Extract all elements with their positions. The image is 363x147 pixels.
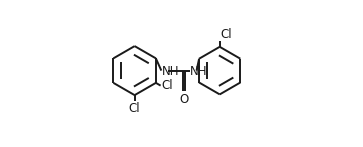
Text: Cl: Cl [161,79,173,92]
Text: O: O [179,93,188,106]
Text: Cl: Cl [220,28,232,41]
Text: Cl: Cl [128,102,140,115]
Text: NH: NH [190,65,208,78]
Text: NH: NH [162,65,179,78]
